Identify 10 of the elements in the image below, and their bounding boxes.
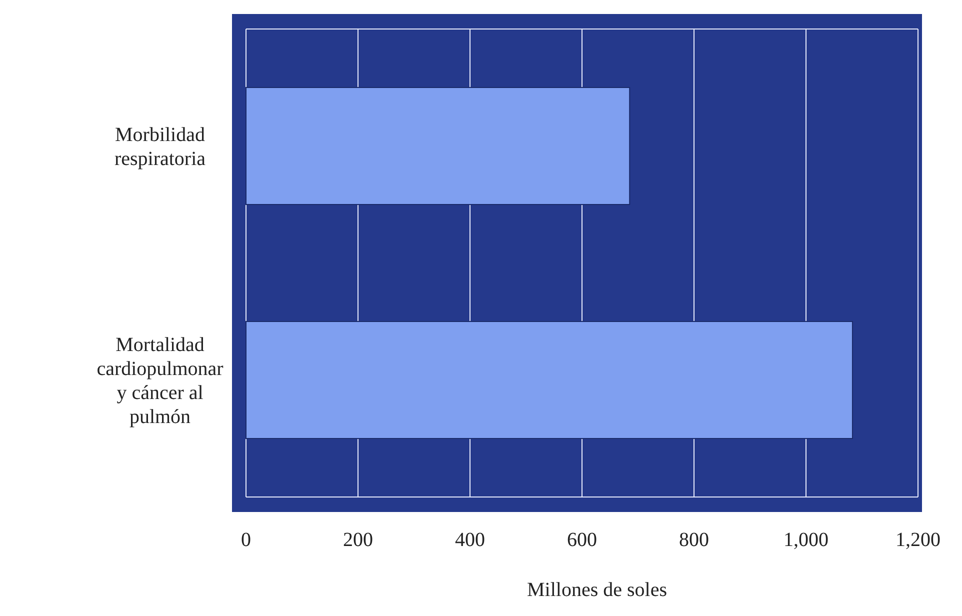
- x-tick-label: 600: [567, 529, 597, 551]
- x-tick-label: 800: [679, 529, 709, 551]
- x-axis-title: Millones de soles: [527, 579, 668, 601]
- x-tick-label: 200: [343, 529, 373, 551]
- x-tick-label: 1,000: [784, 529, 828, 551]
- y-tick-label: Morbilidad respiratoria: [114, 124, 206, 170]
- y-tick-label: Mortalidad cardiopulmonar y cáncer al pulmón: [96, 334, 224, 428]
- x-tick-label: 1,200: [896, 529, 940, 551]
- x-tick-label: 0: [241, 529, 251, 551]
- x-tick-label: 400: [455, 529, 485, 551]
